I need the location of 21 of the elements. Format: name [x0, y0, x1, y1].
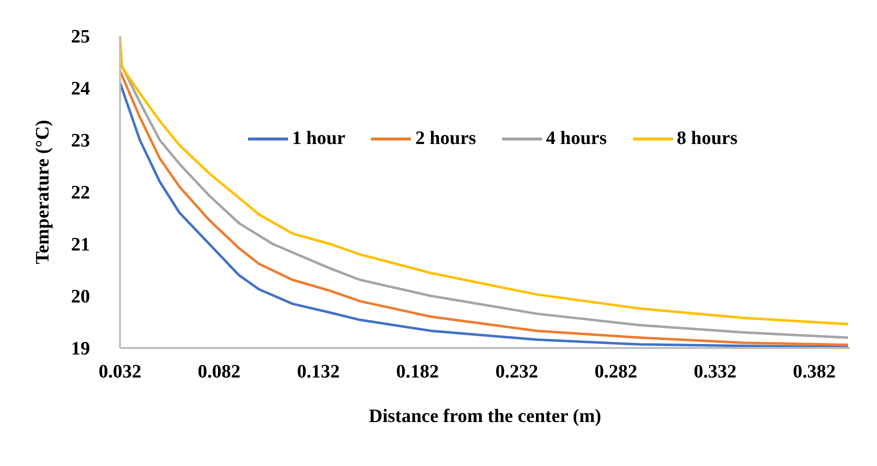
- y-tick-label: 22: [71, 182, 90, 204]
- y-tick-label: 19: [71, 338, 90, 360]
- x-tick-label: 0.182: [396, 361, 439, 382]
- legend-label: 2 hours: [414, 128, 476, 150]
- y-tick-label: 21: [71, 234, 90, 256]
- x-tick-label: 0.332: [694, 361, 736, 382]
- x-tick-label: 0.382: [792, 361, 836, 382]
- legend-label: 1 hour: [291, 128, 346, 150]
- y-tick-label: 24: [71, 78, 90, 100]
- x-axis-title: Distance from the center (m): [368, 406, 602, 427]
- x-tick-label: 0.032: [98, 361, 142, 382]
- x-tick-label: 0.282: [594, 361, 638, 382]
- y-axis-title: Temperature (°C): [32, 120, 54, 264]
- x-tick-label: 0.082: [198, 361, 241, 382]
- y-tick-label: 20: [71, 286, 90, 308]
- legend-label: 4 hours: [545, 128, 607, 150]
- x-tick-label: 0.232: [495, 361, 538, 382]
- y-tick-label: 25: [71, 26, 90, 48]
- x-tick-label: 0.132: [296, 361, 340, 382]
- legend-label: 8 hours: [676, 128, 738, 150]
- y-tick-label: 23: [71, 130, 90, 152]
